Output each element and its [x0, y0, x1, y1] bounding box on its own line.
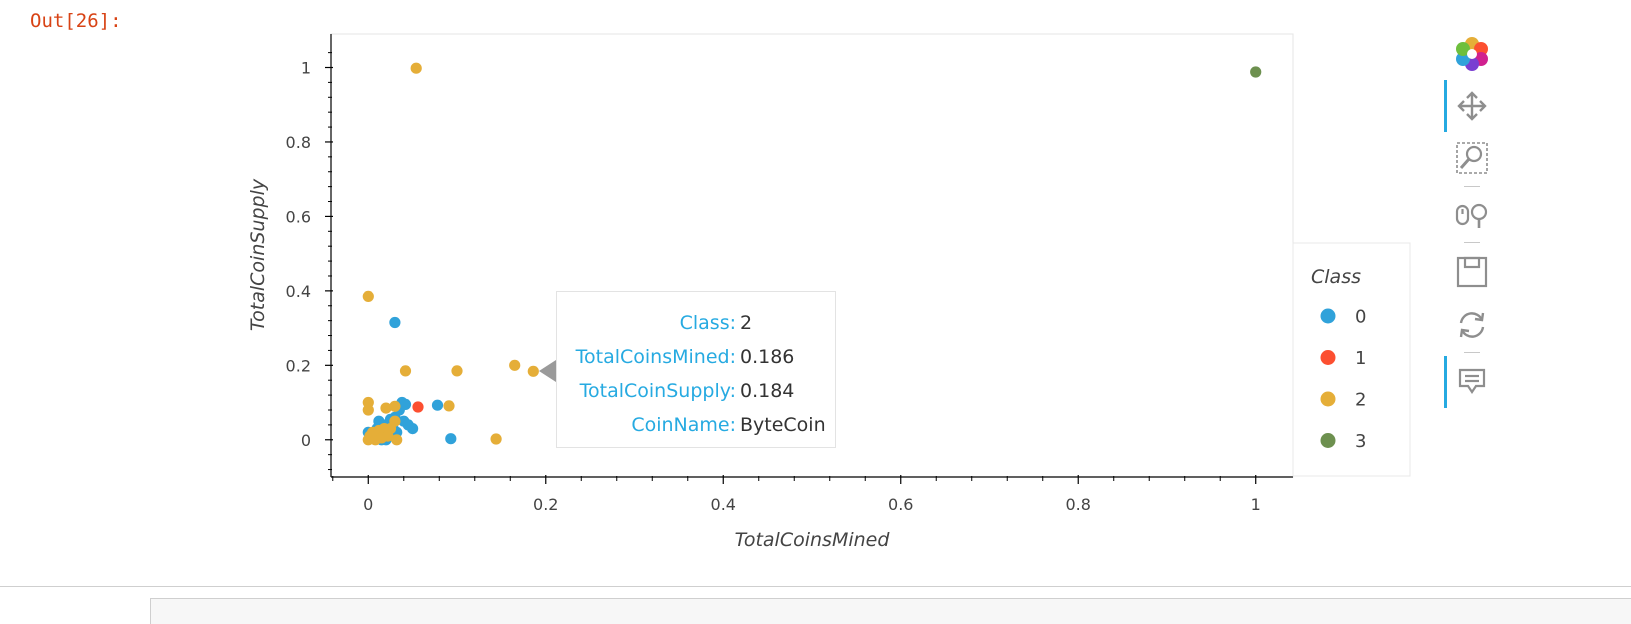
tooltip-value: 0.184 — [740, 380, 795, 402]
y-tick-label: 0 — [301, 431, 311, 450]
tooltip-arrow — [539, 360, 556, 382]
data-point-class-2[interactable] — [362, 404, 374, 416]
toolbar-divider — [1464, 186, 1480, 187]
toolbar-divider — [1464, 242, 1480, 243]
data-point-class-2[interactable] — [391, 434, 403, 446]
y-tick-label: 1 — [301, 59, 311, 78]
x-tick-label: 0.4 — [711, 495, 736, 514]
data-point-class-0[interactable] — [389, 316, 401, 329]
box-zoom-icon[interactable] — [1454, 140, 1490, 176]
data-point-class-2[interactable] — [509, 359, 521, 371]
hover-active-indicator — [1444, 356, 1447, 408]
legend-marker — [1320, 433, 1336, 448]
hover-tooltip: Class: 2 TotalCoinsMined: 0.186 TotalCoi… — [556, 291, 836, 448]
next-cell-input[interactable] — [150, 598, 1631, 624]
output-prompt: Out[26]: — [30, 10, 122, 32]
toolbar-divider — [1464, 352, 1480, 353]
scatter-points — [362, 62, 1262, 446]
data-point-class-2[interactable] — [389, 415, 401, 427]
data-point-class-2[interactable] — [399, 365, 412, 377]
x-axis-title: TotalCoinsMined — [735, 529, 891, 551]
tooltip-value: ByteCoin — [740, 414, 826, 436]
legend: Class 0 1 2 3 — [1292, 242, 1411, 477]
data-point-class-2[interactable] — [389, 400, 401, 412]
data-point-class-2[interactable] — [380, 402, 392, 414]
data-point-class-3[interactable] — [1250, 66, 1262, 78]
data-point-class-2[interactable] — [490, 433, 502, 445]
x-tick-label: 0.2 — [533, 495, 558, 514]
data-point-class-0[interactable] — [399, 398, 412, 410]
legend-label: 1 — [1355, 348, 1366, 369]
tooltip-key: TotalCoinsMined: — [575, 346, 736, 368]
y-tick-label: 0.2 — [286, 356, 311, 375]
data-point-class-0[interactable] — [407, 423, 419, 435]
hover-icon[interactable] — [1454, 364, 1490, 400]
cell-separator — [0, 586, 1631, 587]
data-point-class-2[interactable] — [527, 365, 539, 377]
legend-title: Class — [1311, 266, 1361, 288]
legend-label: 0 — [1355, 307, 1366, 328]
data-point-class-0[interactable] — [431, 399, 444, 411]
legend-marker — [1320, 308, 1336, 324]
legend-items: 0 1 2 3 — [1320, 307, 1366, 452]
reset-icon[interactable] — [1454, 307, 1490, 343]
bokeh-toolbar — [1444, 30, 1504, 410]
data-point-class-2[interactable] — [362, 290, 374, 302]
tooltip-row-coins-mined: TotalCoinsMined: 0.186 — [557, 340, 835, 374]
wheel-zoom-icon[interactable] — [1454, 197, 1490, 233]
y-axis: 0 0.2 0.4 0.6 0.8 1 — [286, 34, 333, 477]
bokeh-logo-icon[interactable] — [1454, 36, 1490, 72]
x-tick-label: 0.6 — [888, 495, 913, 514]
y-axis-title: TotalCoinSupply — [247, 178, 269, 331]
x-tick-label: 0 — [363, 495, 373, 514]
y-tick-label: 0.8 — [286, 133, 311, 152]
x-axis: 0 0.2 0.4 0.6 0.8 1 — [331, 475, 1293, 514]
tooltip-value: 0.186 — [740, 346, 795, 368]
data-point-class-1[interactable] — [412, 401, 424, 413]
tooltip-value: 2 — [740, 312, 753, 334]
legend-marker — [1320, 391, 1336, 407]
legend-label: 3 — [1355, 431, 1366, 452]
tooltip-key: CoinName: — [631, 414, 736, 436]
data-point-class-0[interactable] — [445, 433, 457, 445]
legend-label: 2 — [1355, 390, 1366, 411]
x-tick-label: 0.8 — [1066, 495, 1091, 514]
tooltip-key: Class: — [679, 312, 736, 334]
save-icon[interactable] — [1454, 254, 1490, 290]
data-point-class-2[interactable] — [451, 365, 463, 377]
data-point-class-2[interactable] — [443, 400, 455, 412]
x-tick-label: 1 — [1251, 495, 1261, 514]
data-point-class-2[interactable] — [410, 62, 422, 74]
legend-box — [1292, 242, 1411, 477]
y-tick-label: 0.4 — [286, 282, 311, 301]
pan-active-indicator — [1444, 80, 1447, 132]
legend-marker — [1320, 350, 1336, 365]
tooltip-row-class: Class: 2 — [557, 306, 835, 340]
tooltip-row-coin-supply: TotalCoinSupply: 0.184 — [557, 374, 835, 408]
tooltip-key: TotalCoinSupply: — [579, 380, 736, 402]
y-tick-label: 0.6 — [286, 207, 311, 226]
tooltip-row-coin-name: CoinName: ByteCoin — [557, 408, 835, 442]
pan-icon[interactable] — [1454, 88, 1490, 124]
